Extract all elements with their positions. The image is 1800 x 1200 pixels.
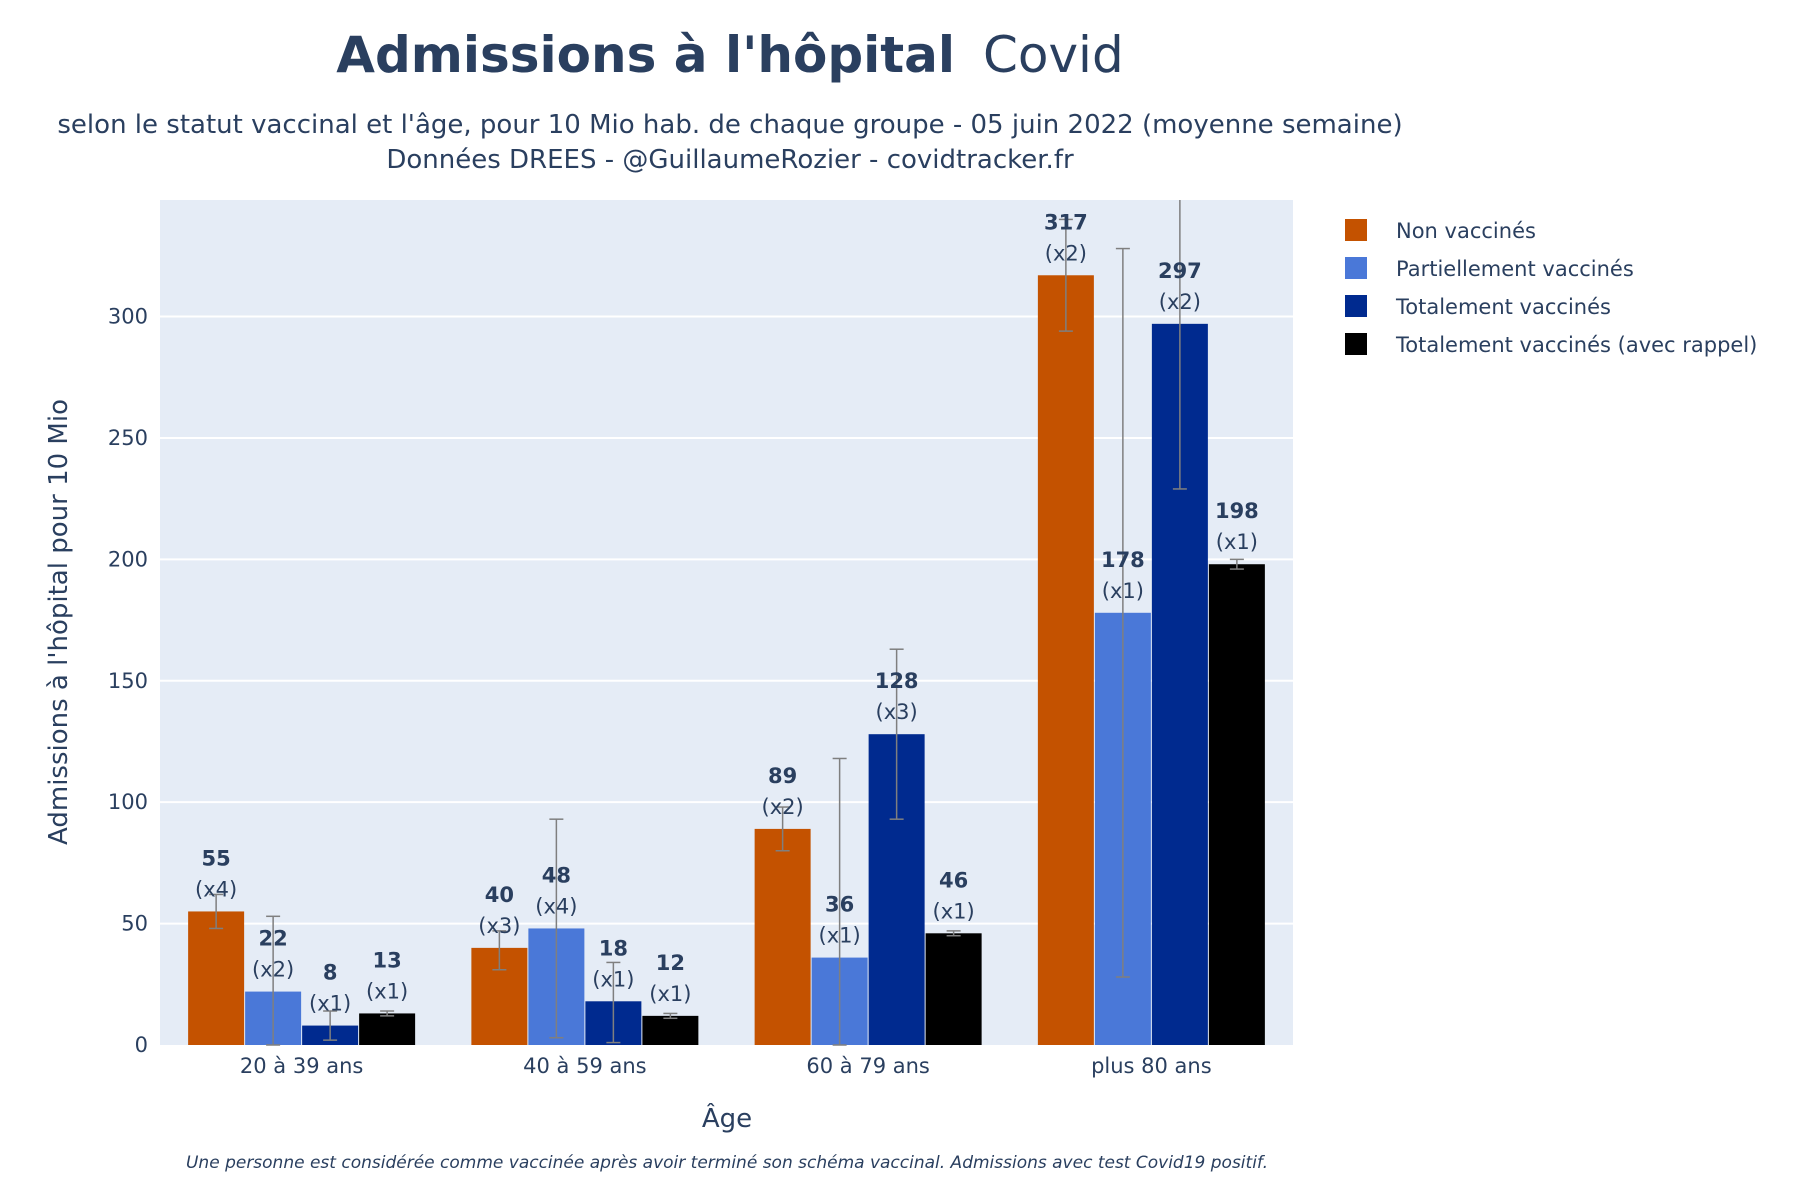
y-axis-ticks: 0 50 100 150 200 250 300	[108, 305, 148, 1057]
bar	[188, 911, 245, 1045]
chart-title-regular: Covid	[983, 26, 1124, 84]
bar	[359, 1013, 416, 1045]
chart-subtitle-line1: selon le statut vaccinal et l'âge, pour …	[57, 110, 1402, 140]
data-label-value: 198	[1215, 499, 1259, 523]
data-label-ratio: (x1)	[309, 992, 351, 1016]
data-label-ratio: (x2)	[1045, 241, 1087, 265]
legend-item-label: Non vaccinés	[1396, 219, 1536, 243]
bar	[642, 1015, 699, 1045]
data-label-ratio: (x1)	[1216, 530, 1258, 554]
y-tick-label: 50	[121, 912, 148, 936]
data-label-value: 297	[1158, 259, 1202, 283]
gridlines	[160, 315, 1293, 925]
legend-item-label: Partiellement vaccinés	[1396, 257, 1634, 281]
data-label-value: 55	[202, 846, 231, 870]
y-tick-label: 100	[108, 790, 148, 814]
y-axis-title: Admissions à l'hôpital pour 10 Mio	[44, 399, 74, 845]
data-label-value: 22	[259, 927, 288, 951]
chart-subtitle-line2: Données DREES - @GuillaumeRozier - covid…	[386, 145, 1074, 175]
chart-title-bold: Admissions à l'hôpital	[336, 26, 955, 84]
x-tick-label: 20 à 39 ans	[240, 1054, 363, 1078]
legend-swatch	[1345, 333, 1367, 355]
data-label-ratio: (x3)	[478, 914, 520, 938]
data-label-value: 36	[825, 893, 854, 917]
footnote: Une personne est considérée comme vaccin…	[186, 1153, 1268, 1173]
data-label-ratio: (x1)	[933, 899, 975, 923]
x-axis-title: Âge	[702, 1102, 752, 1134]
data-label-value: 40	[485, 883, 514, 907]
chart-title: Admissions à l'hôpital Covid	[336, 26, 1123, 84]
data-label-ratio: (x1)	[366, 979, 408, 1003]
bar	[1037, 275, 1094, 1046]
legend-item-label: Totalement vaccinés (avec rappel)	[1395, 333, 1757, 357]
legend-swatch	[1345, 257, 1367, 279]
bar	[925, 933, 982, 1045]
x-axis-ticks: 20 à 39 ans 40 à 59 ans 60 à 79 ans plus 80…	[240, 1054, 1212, 1078]
error-bars	[209, 200, 1244, 1046]
data-labels: 55 (x4) 22 (x2) 8 (x1) 13 (x1) 40 (x3) 48 (x4) 18 (x1…	[195, 210, 1259, 1015]
data-label-ratio: (x1)	[649, 982, 691, 1006]
y-tick-label: 0	[135, 1033, 148, 1057]
x-tick-label: 40 à 59 ans	[523, 1054, 646, 1078]
x-tick-label: 60 à 79 ans	[806, 1054, 929, 1078]
data-label-value: 48	[542, 863, 571, 887]
y-tick-label: 200	[108, 547, 148, 571]
data-label-ratio: (x2)	[1159, 290, 1201, 314]
legend-swatch	[1345, 295, 1367, 317]
data-label-value: 13	[373, 948, 402, 972]
data-label-ratio: (x4)	[535, 894, 577, 918]
data-label-ratio: (x2)	[762, 795, 804, 819]
legend-item-label: Totalement vaccinés	[1395, 295, 1611, 319]
x-tick-label: plus 80 ans	[1091, 1054, 1212, 1078]
data-label-ratio: (x1)	[1102, 579, 1144, 603]
data-label-value: 18	[599, 936, 628, 960]
data-label-value: 8	[323, 961, 338, 985]
data-label-value: 178	[1101, 548, 1145, 572]
data-label-ratio: (x3)	[876, 700, 918, 724]
data-label-ratio: (x2)	[252, 958, 294, 982]
data-label-value: 128	[875, 669, 919, 693]
data-label-value: 89	[768, 764, 797, 788]
y-tick-label: 300	[108, 305, 148, 329]
y-tick-label: 250	[108, 426, 148, 450]
legend-swatch	[1345, 219, 1367, 241]
bar	[1208, 564, 1265, 1045]
data-label-ratio: (x1)	[819, 924, 861, 948]
data-label-value: 12	[656, 951, 685, 975]
data-label-value: 317	[1044, 210, 1088, 234]
data-label-ratio: (x4)	[195, 877, 237, 901]
bar	[754, 828, 811, 1045]
data-label-value: 46	[939, 868, 968, 892]
legend: Non vaccinés Partiellement vaccinés Totale…	[1345, 219, 1757, 357]
y-tick-label: 150	[108, 669, 148, 693]
data-label-ratio: (x1)	[592, 967, 634, 991]
